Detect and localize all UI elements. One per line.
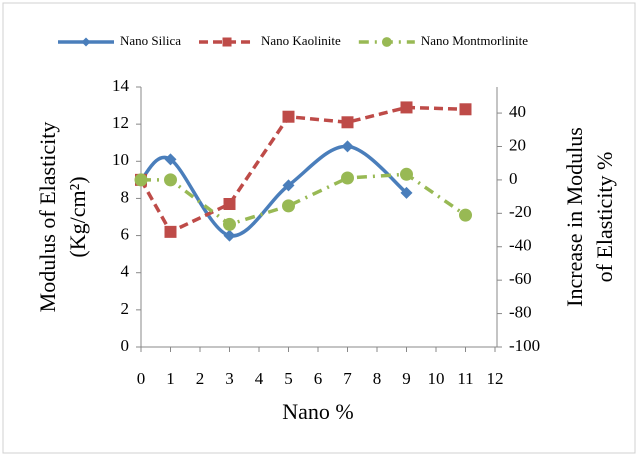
y2-tick-label: -80: [509, 302, 532, 321]
y-tick-label: 2: [121, 299, 130, 318]
x-tick-label: 9: [402, 369, 411, 388]
data-point: [164, 153, 177, 166]
y-tick-label: 14: [112, 76, 130, 95]
data-point: [341, 171, 354, 185]
y2-tick-label: 0: [509, 169, 518, 188]
y-tick-label: 12: [112, 113, 129, 132]
data-point: [341, 116, 354, 129]
x-tick-label: 12: [487, 369, 504, 388]
y2-tick-label: -40: [509, 236, 532, 255]
data-point: [459, 103, 472, 116]
x-tick-label: 3: [225, 369, 234, 388]
x-tick-label: 1: [166, 369, 175, 388]
legend-label: Nano Montmorlinite: [421, 33, 528, 48]
data-point: [223, 198, 236, 210]
data-point: [459, 208, 472, 222]
y2-tick-label: 20: [509, 135, 526, 154]
data-point: [400, 167, 413, 181]
y2-tick-label: -60: [509, 269, 532, 288]
data-point: [164, 225, 177, 238]
legend-marker: [381, 37, 392, 47]
x-tick-label: 5: [284, 369, 293, 388]
x-tick-label: 4: [255, 369, 264, 388]
y-tick-label: 8: [121, 187, 130, 206]
x-tick-label: 2: [196, 369, 205, 388]
x-tick-label: 10: [428, 369, 445, 388]
data-point: [134, 173, 148, 187]
chart-border: [2, 2, 636, 454]
x-tick-label: 7: [343, 369, 352, 388]
y-tick-label: 4: [121, 262, 130, 281]
y-tick-label: 6: [121, 224, 130, 243]
legend-marker: [81, 37, 91, 47]
data-point: [400, 186, 413, 199]
x-tick-label: 8: [373, 369, 382, 388]
x-tick-label: 11: [457, 369, 473, 388]
y2-tick-label: 40: [509, 102, 526, 121]
y-axis-label: (Kg/cm²): [65, 176, 90, 257]
data-point: [282, 179, 295, 192]
legend-label: Nano Kaolinite: [261, 33, 341, 48]
x-tick-label: 0: [137, 369, 146, 388]
y2-tick-label: -100: [509, 336, 540, 355]
y2-axis-label: Increase in Modulus: [562, 127, 587, 307]
legend-marker: [222, 37, 232, 47]
legend-label: Nano Silica: [120, 33, 181, 48]
x-axis-label: Nano %: [282, 399, 353, 424]
y2-tick-label: -20: [509, 202, 532, 221]
y-tick-label: 0: [121, 336, 130, 355]
data-point: [341, 140, 354, 153]
data-point: [282, 199, 295, 213]
data-point: [164, 173, 177, 187]
x-tick-label: 6: [314, 369, 323, 388]
data-point: [282, 110, 295, 123]
y2-axis-label: of Elasticity %: [592, 152, 617, 283]
y-axis-label: Modulus of Elasticity: [35, 122, 60, 313]
y-tick-label: 10: [112, 150, 129, 169]
data-point: [400, 101, 413, 114]
data-point: [223, 217, 236, 231]
data-point: [223, 229, 236, 242]
